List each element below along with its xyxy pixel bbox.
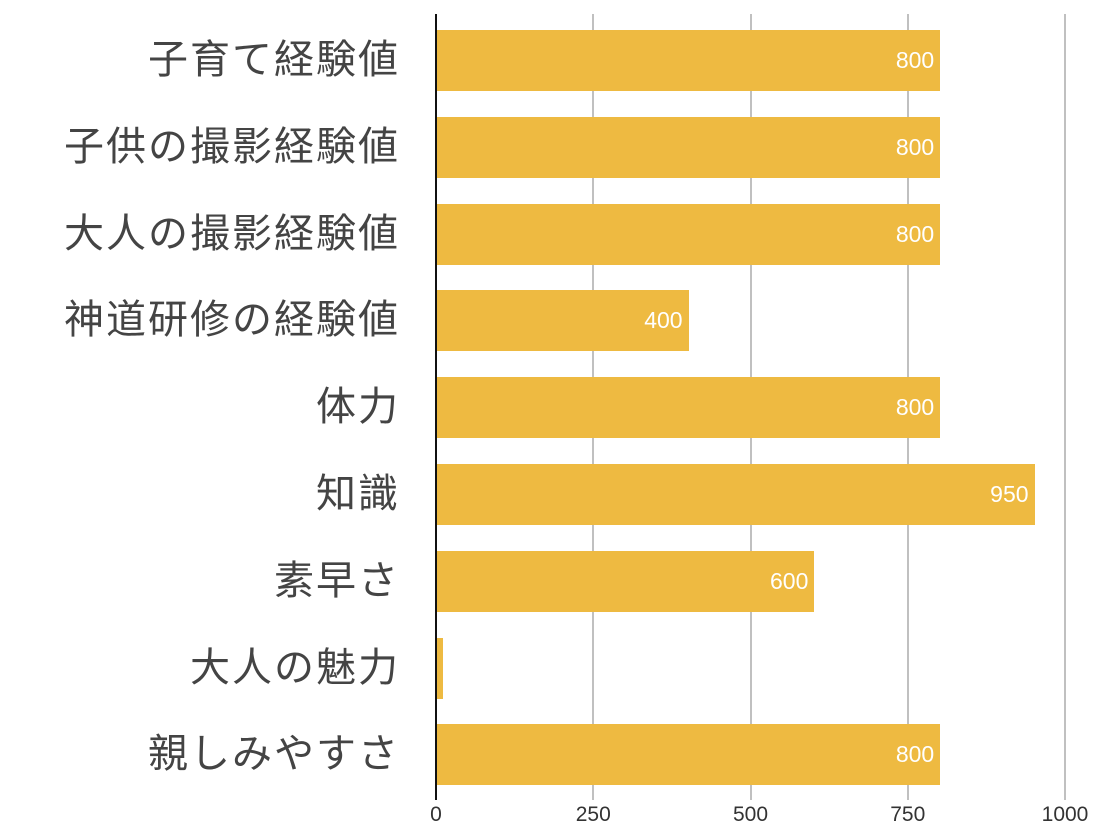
category-label: 親しみやすさ [148,731,400,778]
x-tick-label: 1000 [1041,803,1089,826]
category-label: 神道研修の経験値 [64,297,400,344]
category-label: 知識 [316,471,400,517]
bar-value-label: 950 [990,481,1029,507]
bar [437,637,444,699]
category-label: 子供の撮影経験値 [64,123,400,170]
bar-value-label: 800 [895,220,935,247]
bar: 950 [437,464,1035,525]
category-label: 子育て経験値 [148,37,400,83]
bar-value-label: 800 [895,133,935,160]
x-tick-label: 750 [890,803,926,826]
bar-value-label: 800 [895,47,935,73]
bar: 800 [437,116,941,178]
x-tick-label: 0 [430,803,442,826]
bar-value-label: 400 [644,307,683,334]
bar: 800 [437,30,941,91]
gridline [1064,14,1066,800]
bar-value-label: 800 [895,394,935,421]
y-axis-line [435,14,437,800]
bar: 800 [437,203,941,265]
category-label: 体力 [316,384,400,431]
x-tick-label: 250 [575,803,611,826]
bar: 400 [437,290,689,352]
bar: 800 [437,377,941,439]
bar: 800 [437,724,941,786]
bar: 600 [437,550,815,612]
bar-value-label: 600 [770,567,809,594]
category-label: 素早さ [274,557,400,604]
x-tick-label: 500 [732,803,769,826]
category-label: 大人の撮影経験値 [64,210,400,257]
bar-value-label: 800 [895,741,935,768]
category-label: 大人の魅力 [190,644,400,691]
